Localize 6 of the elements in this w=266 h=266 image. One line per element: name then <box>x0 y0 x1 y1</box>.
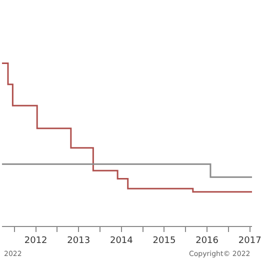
x-tick-label: 2014 <box>110 236 134 246</box>
x-tick-label: 2013 <box>67 236 90 246</box>
x-tick-label: 2016 <box>196 236 219 246</box>
x-tick-label: 2012 <box>24 236 48 246</box>
x-tick-label: 2015 <box>152 236 176 246</box>
x-tick-label: 2017 <box>238 236 262 246</box>
